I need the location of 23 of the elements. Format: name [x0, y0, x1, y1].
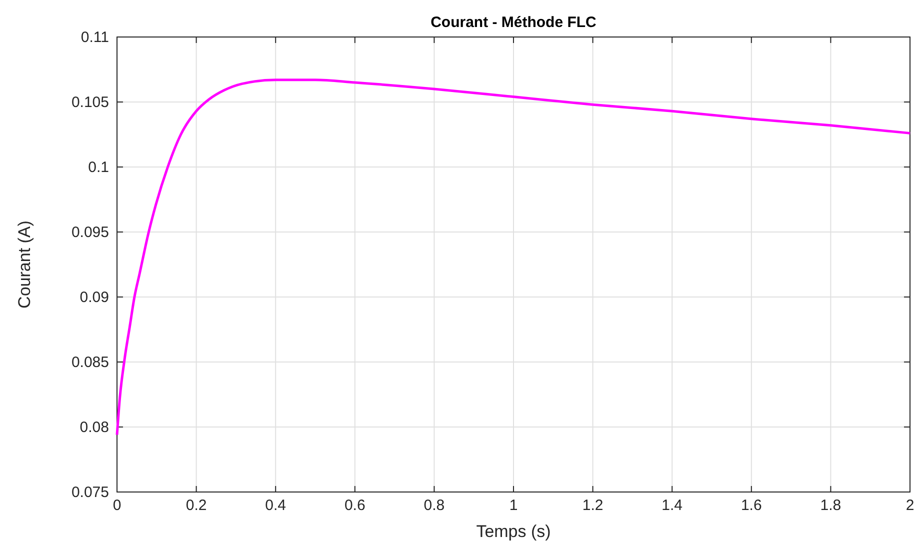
x-tick-label: 0: [112, 497, 122, 514]
y-axis-title: Courant (A): [15, 220, 34, 308]
chart-title: Courant - Méthode FLC: [430, 14, 597, 31]
x-tick-label: 1.4: [662, 497, 683, 514]
y-tick-label: 0.105: [71, 94, 109, 111]
x-tick-label: 0.8: [424, 497, 445, 514]
y-tick-label: 0.11: [80, 29, 109, 46]
x-axis-title: Temps (s): [476, 522, 551, 541]
y-tick-label: 0.085: [71, 354, 109, 371]
x-tick-label: 1.2: [582, 497, 604, 514]
y-tick-label: 0.08: [80, 419, 109, 436]
y-tick-label: 0.1: [88, 159, 109, 176]
x-tick-label: 2: [906, 497, 914, 514]
x-tick-label: 0.6: [344, 497, 366, 514]
x-tick-label: 1: [509, 497, 518, 514]
y-tick-label: 0.075: [71, 484, 109, 501]
x-tick-label: 1.6: [740, 497, 762, 514]
y-tick-label: 0.095: [71, 224, 109, 241]
x-tick-label: 0.2: [186, 497, 207, 514]
y-tick-label: 0.09: [80, 289, 109, 306]
line-series: [116, 78, 912, 436]
x-tick-label: 1.8: [820, 497, 842, 514]
x-tick-label: 0.4: [265, 497, 286, 514]
